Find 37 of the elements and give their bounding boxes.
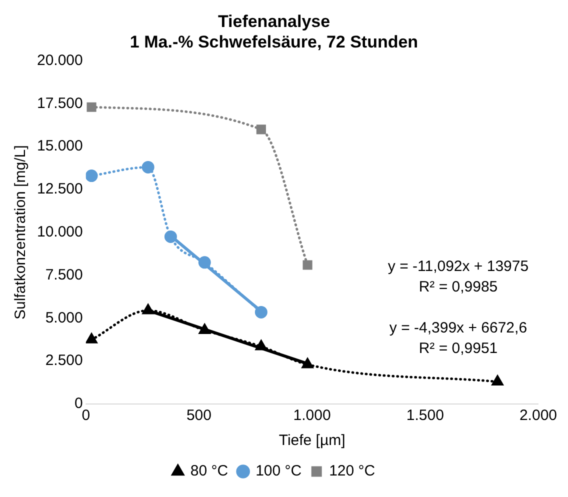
annotation: R² = 0,9985: [418, 278, 498, 296]
annotation: y = -11,092x + 13975: [388, 258, 529, 275]
annotation: y = -4,399x + 6672,6: [389, 320, 528, 337]
legend-label: 80 °C: [190, 462, 228, 480]
y-tick-label: 0: [74, 395, 83, 412]
point: [142, 160, 154, 174]
y-tick-label: 10.000: [36, 224, 83, 241]
legend-label: 100 °C: [256, 462, 302, 480]
point: [86, 170, 98, 182]
point: [256, 340, 267, 350]
x-tick-label: 1.000: [293, 407, 331, 424]
point: [142, 304, 154, 314]
chart-title: Tiefenanalyse: [218, 12, 330, 31]
point: [256, 124, 266, 134]
point: [302, 260, 312, 270]
y-tick-label: 15.000: [36, 138, 83, 155]
x-tick-label: 2.000: [519, 407, 558, 424]
x-tick-label: 500: [186, 407, 212, 424]
point: [199, 324, 210, 334]
y-tick-label: 5.000: [45, 309, 83, 326]
chart-subtitle: 1 Ma.-% Schwefelsäure, 72 Stunden: [130, 32, 418, 52]
y-tick-label: 12.500: [36, 180, 83, 198]
point: [254, 306, 268, 318]
y-tick-label: 7.500: [45, 266, 83, 284]
point: [164, 230, 177, 243]
point: [86, 102, 96, 112]
annotation: R² = 0,9951: [418, 340, 498, 358]
y-tick-label: 2.500: [45, 352, 83, 370]
x-axis-title: Tiefe [µm]: [278, 432, 346, 450]
point: [492, 375, 504, 386]
y-tick-label: 20.000: [36, 52, 83, 69]
y-axis-title: Sulfatkonzentration [mg/L]: [12, 145, 30, 320]
y-tick-label: 17.500: [36, 94, 83, 112]
legend-label: 120 °C: [329, 462, 376, 480]
point: [198, 256, 211, 269]
point: [86, 333, 98, 344]
x-tick-label: 1.500: [406, 407, 444, 424]
